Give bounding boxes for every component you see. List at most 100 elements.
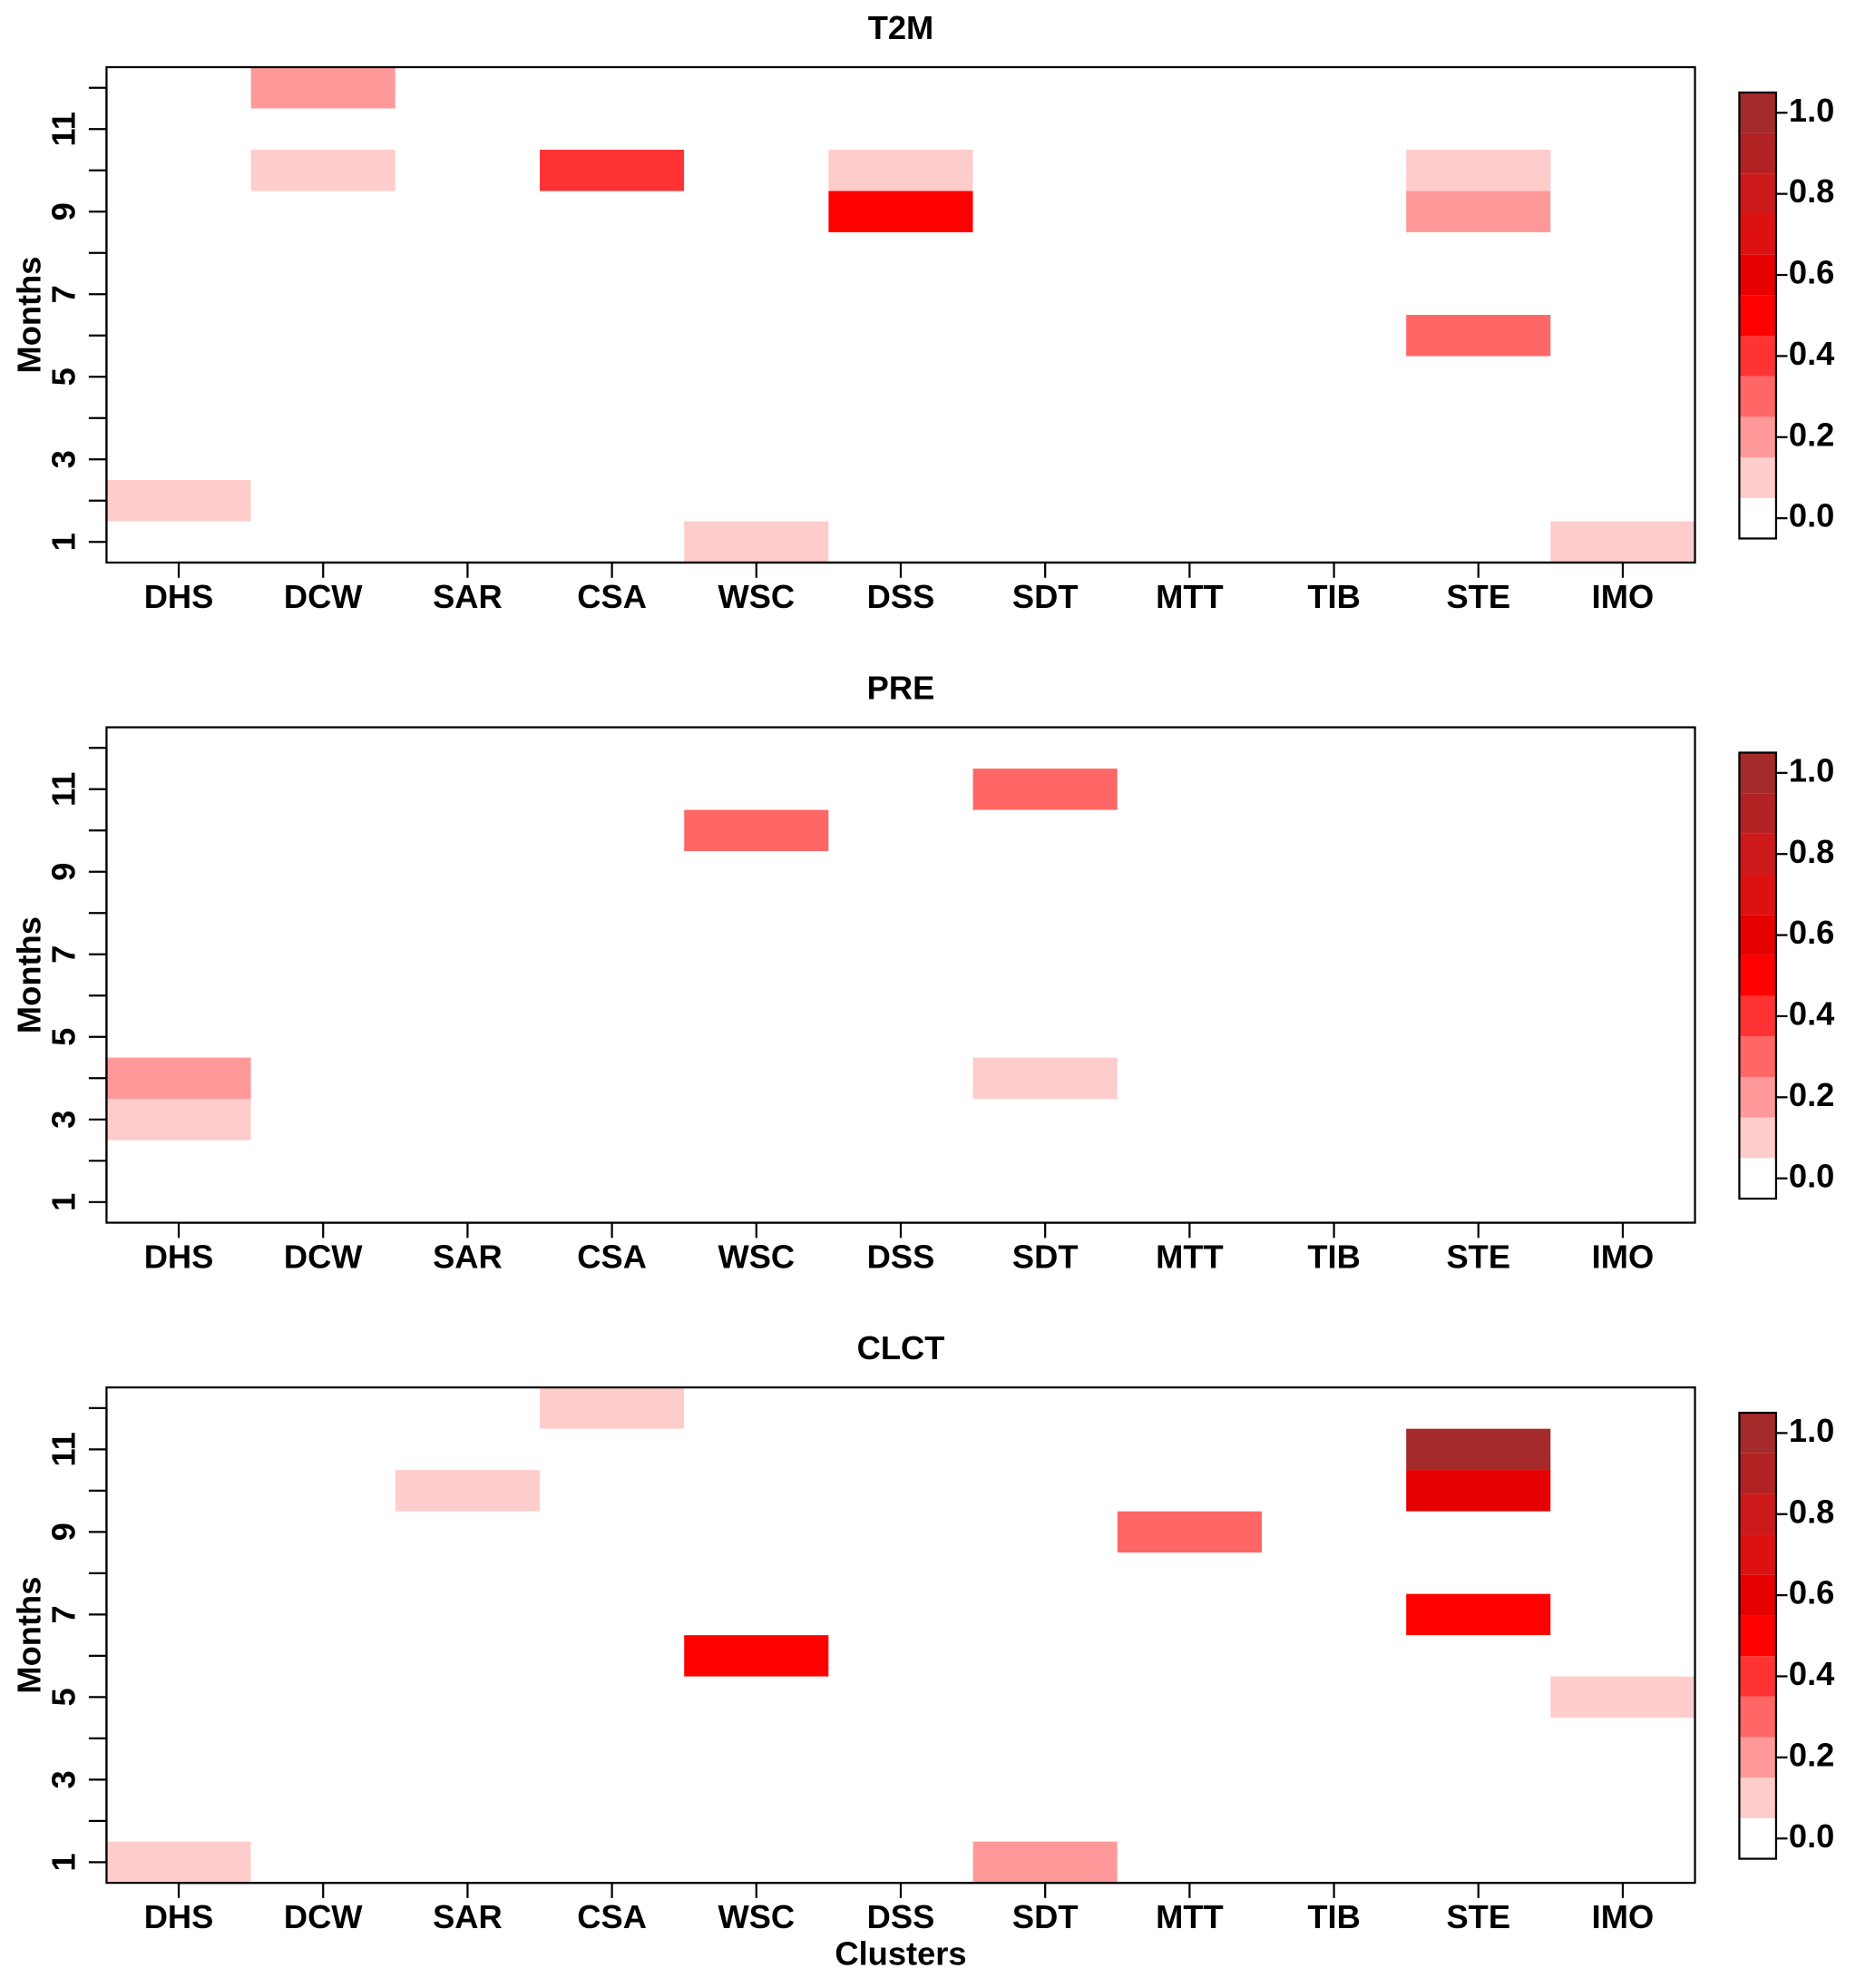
chart-title: PRE <box>867 670 935 707</box>
heatmap-cell <box>1117 892 1262 935</box>
heatmap-cell <box>250 480 396 522</box>
heatmap-cell <box>540 1470 685 1512</box>
heatmap-cell <box>1550 892 1695 935</box>
heatmap-cell <box>1261 1552 1407 1594</box>
heatmap-cell <box>395 1593 541 1636</box>
heatmap-cell <box>106 1511 251 1553</box>
heatmap-cell <box>395 1057 541 1100</box>
heatmap-cell <box>1550 1676 1695 1719</box>
heatmap-cell <box>1261 1428 1407 1471</box>
heatmap-cell <box>1261 1470 1407 1512</box>
heatmap-cell <box>1117 191 1262 233</box>
heatmap-cell <box>106 438 251 481</box>
heatmap-cell <box>250 1593 396 1636</box>
heatmap-cell <box>540 480 685 522</box>
heatmap-cell <box>1117 315 1262 357</box>
colorbar-cell <box>1739 1777 1776 1818</box>
x-tick-label: DCW <box>284 578 363 615</box>
y-tick-label: 11 <box>44 112 82 146</box>
colorbar-tick-label: 0.6 <box>1789 914 1834 951</box>
colorbar-cell <box>1739 1493 1776 1535</box>
heatmap-cell <box>1406 1800 1551 1842</box>
heatmap-cell <box>395 851 541 893</box>
heatmap-cell <box>540 273 685 316</box>
colorbar-cell <box>1739 497 1776 539</box>
x-tick-label: DCW <box>284 1898 363 1935</box>
colorbar-cell <box>1739 874 1776 916</box>
heatmap-cell <box>828 1099 973 1141</box>
heatmap-cell <box>106 1181 251 1223</box>
heatmap-cell <box>1117 934 1262 975</box>
colorbar-tick-label: 0.8 <box>1789 833 1834 870</box>
y-tick-label: 7 <box>44 945 82 964</box>
heatmap-cell <box>106 769 251 810</box>
heatmap-cell <box>1406 892 1551 935</box>
heatmap-cell <box>1406 356 1551 398</box>
heatmap-cell <box>395 480 541 522</box>
heatmap-cell <box>250 809 396 852</box>
heatmap-cell <box>1406 934 1551 975</box>
heatmap-cell <box>972 397 1118 439</box>
heatmap-cell <box>1261 1841 1407 1884</box>
y-tick-label: 5 <box>44 367 82 386</box>
heatmap-cell <box>684 67 829 109</box>
heatmap-cell <box>684 438 829 481</box>
heatmap-cell <box>395 892 541 935</box>
heatmap-cell <box>1550 934 1695 975</box>
colorbar-cell <box>1739 1534 1776 1575</box>
colorbar-frame <box>1738 91 1778 540</box>
heatmap-cell <box>1550 727 1695 769</box>
y-tick-label: 1 <box>44 1193 82 1211</box>
colorbar-cell <box>1739 295 1776 337</box>
heatmap-cell <box>250 727 396 769</box>
x-tick-label: IMO <box>1592 1239 1655 1276</box>
heatmap-cell <box>828 1635 973 1677</box>
heatmap-cell <box>828 727 973 769</box>
x-tick-label: DSS <box>867 578 935 615</box>
x-tick-label: DCW <box>284 1239 363 1276</box>
x-tick-label: SDT <box>1012 578 1079 615</box>
heatmap-cell <box>1550 1552 1695 1594</box>
heatmap-cell <box>395 1841 541 1884</box>
heatmap-cell <box>395 1099 541 1141</box>
heatmap-cell <box>250 191 396 233</box>
heatmap-cell <box>540 769 685 810</box>
heatmap-cell <box>395 1387 541 1429</box>
heatmap-cell <box>972 1140 1118 1182</box>
heatmap-cell <box>1406 1593 1551 1636</box>
heatmap-cell <box>1261 769 1407 810</box>
heatmap-cell <box>1550 1181 1695 1223</box>
heatmap-cell <box>395 356 541 398</box>
heatmap-cell <box>684 892 829 935</box>
heatmap-cell <box>1406 1676 1551 1719</box>
heatmap-cell <box>540 809 685 852</box>
colorbar-cell <box>1739 457 1776 498</box>
heatmap-cell <box>1261 1718 1407 1759</box>
heatmap-cell <box>540 397 685 439</box>
heatmap-cell <box>828 67 973 109</box>
heatmap-cell <box>684 397 829 439</box>
heatmap-cell <box>684 1057 829 1100</box>
heatmap-cell <box>684 315 829 357</box>
heatmap-cell <box>972 769 1118 810</box>
heatmap-cell <box>540 1718 685 1759</box>
heatmap-cell <box>1550 1800 1695 1842</box>
heatmap-cell <box>828 1181 973 1223</box>
heatmap-cell <box>106 1635 251 1677</box>
x-tick-label: CSA <box>577 1898 647 1935</box>
heatmap-cell <box>540 1593 685 1636</box>
heatmap-cell <box>828 108 973 151</box>
heatmap-cell <box>1406 769 1551 810</box>
colorbar-cell <box>1739 1656 1776 1697</box>
colorbar-cell <box>1739 1696 1776 1738</box>
heatmap-cell <box>1117 1593 1262 1636</box>
heatmap-cell <box>1550 232 1695 274</box>
heatmap-cell <box>1550 191 1695 233</box>
heatmap-cell <box>250 232 396 274</box>
heatmap-cell <box>250 1511 396 1553</box>
heatmap-cell <box>250 934 396 975</box>
heatmap-cell <box>1406 974 1551 1017</box>
heatmap-cell <box>106 191 251 233</box>
heatmap-cell <box>972 1593 1118 1636</box>
heatmap-cell <box>395 1676 541 1719</box>
